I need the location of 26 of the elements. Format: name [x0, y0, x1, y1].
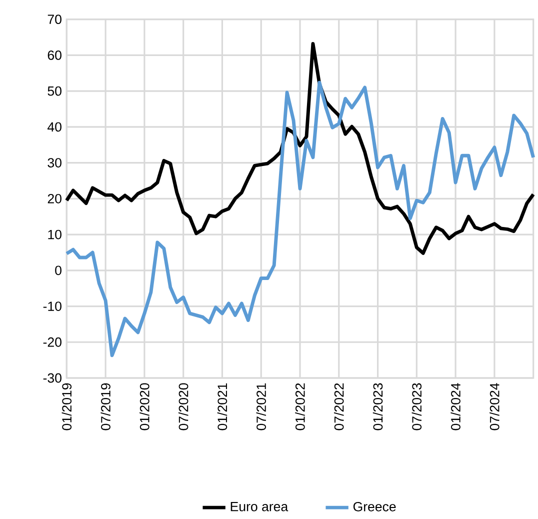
x-tick-label: 07/2024: [490, 383, 500, 430]
y-tick-label: -30: [43, 374, 62, 383]
legend-label: Euro area: [230, 502, 288, 512]
y-tick-label: -10: [43, 302, 62, 312]
x-tick-label: 07/2019: [100, 384, 110, 430]
y-tick-label: 70: [48, 14, 62, 24]
line-series: [64, 42, 536, 256]
y-tick-label: 40: [48, 122, 62, 132]
x-tick-label: 01/2020: [140, 383, 150, 430]
x-tick-label: 07/2020: [178, 383, 188, 430]
y-tick-label: 50: [48, 86, 62, 96]
y-tick-label: 20: [48, 194, 62, 204]
x-tick-label: 01/2022: [295, 384, 305, 430]
y-tick-label: -20: [43, 338, 62, 348]
y-tick-label: 0: [55, 266, 62, 276]
x-tick-label: 01/2023: [372, 384, 383, 430]
x-tick-label: 07/2023: [412, 384, 422, 430]
legend-label: Greece: [353, 502, 396, 512]
y-tick-label: 10: [48, 230, 62, 240]
y-tick-label: 60: [48, 50, 62, 60]
x-tick-label: 01/2021: [217, 384, 228, 430]
x-tick-label: 01/2024: [450, 383, 460, 430]
y-tick-label: 30: [48, 158, 62, 168]
x-tick-label: 07/2022: [334, 384, 344, 430]
x-tick-label: 07/2021: [256, 384, 266, 430]
x-tick-label: 01/2019: [62, 384, 72, 430]
